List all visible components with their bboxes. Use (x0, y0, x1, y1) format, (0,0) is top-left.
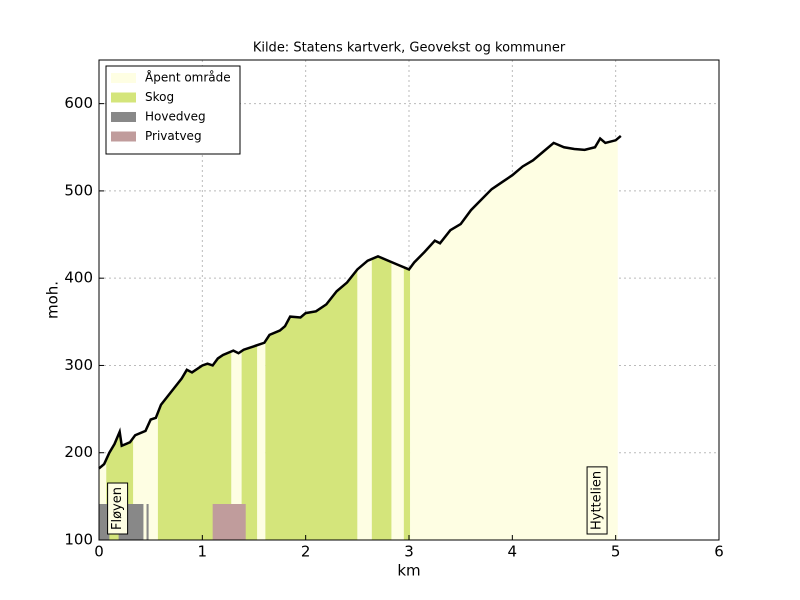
legend-label: Privatveg (145, 129, 202, 143)
annotation: Hyttelien (586, 466, 608, 535)
terrain-area (241, 345, 258, 540)
terrain-area (410, 138, 618, 540)
terrain-area (371, 256, 392, 540)
terrain-area (357, 258, 372, 540)
chart-title: Kilde: Statens kartverk, Geovekst og kom… (253, 41, 566, 56)
terrain-area (265, 269, 358, 540)
legend-label: Skog (145, 90, 174, 104)
road-bar (212, 504, 246, 540)
annotation-label: Fløyen (110, 487, 125, 530)
y-tick-label: 500 (64, 181, 93, 199)
x-axis-label: km (397, 562, 420, 580)
terrain-area (257, 341, 266, 540)
legend-swatch (111, 92, 136, 103)
y-tick-label: 400 (64, 269, 93, 287)
terrain-area (231, 350, 242, 540)
terrain-area (391, 262, 404, 540)
legend-label: Hovedveg (145, 110, 206, 124)
x-tick-label: 2 (301, 543, 311, 561)
annotation-box (107, 482, 129, 535)
x-tick-label: 4 (508, 543, 518, 561)
annotation: Fløyen (107, 482, 129, 535)
y-tick-label: 600 (64, 94, 93, 112)
x-tick-label: 0 (94, 543, 104, 561)
legend-swatch (111, 73, 136, 83)
y-tick-label: 300 (64, 356, 93, 374)
x-tick-label: 3 (404, 543, 414, 561)
legend-swatch (111, 131, 136, 142)
elevation-line (98, 134, 622, 470)
x-tick-label: 6 (714, 543, 724, 561)
y-tick-label: 200 (64, 443, 93, 461)
terrain-area (403, 267, 411, 540)
legend-label: Åpent område (145, 70, 231, 85)
x-tick-label: 1 (198, 543, 208, 561)
road-bar (146, 504, 149, 540)
road-bar (99, 504, 110, 540)
x-tick-label: 5 (611, 543, 621, 561)
terrain-area (157, 351, 232, 540)
y-axis-label: moh. (44, 281, 62, 319)
annotation-box (586, 466, 608, 535)
y-tick-label: 100 (64, 531, 93, 549)
annotation-label: Hyttelien (590, 471, 605, 530)
legend-swatch (111, 112, 136, 122)
